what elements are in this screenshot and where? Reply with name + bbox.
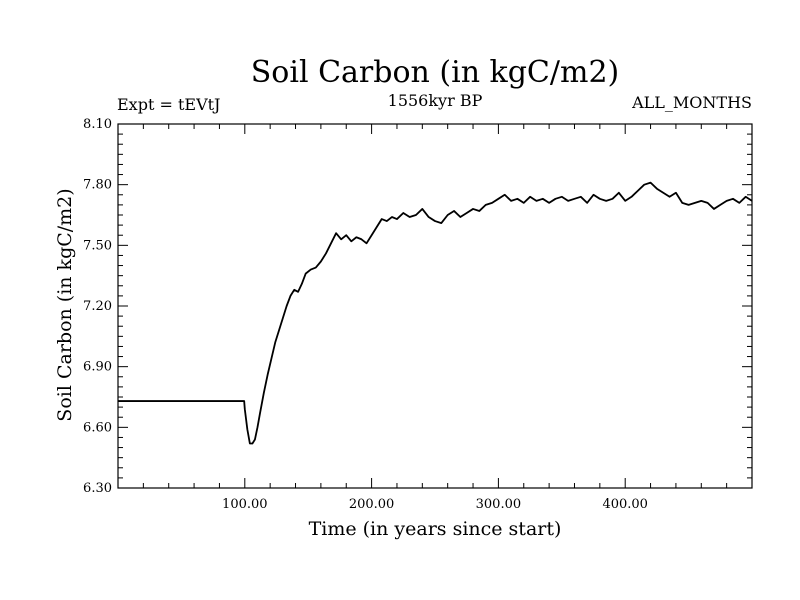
x-tick-label: 200.00 — [349, 497, 395, 512]
period-label: 1556kyr BP — [388, 91, 483, 110]
y-tick-label: 6.90 — [83, 360, 112, 375]
plot-frame — [117, 123, 753, 489]
x-tick-label: 400.00 — [602, 497, 648, 512]
y-tick-label: 8.10 — [83, 117, 112, 132]
series-line-soil-carbon — [118, 181, 753, 445]
x-axis-label: Time (in years since start) — [309, 518, 562, 540]
axis-ticks — [118, 124, 752, 488]
chart-title: Soil Carbon (in kgC/m2) — [251, 55, 619, 90]
y-tick-label: 7.50 — [83, 238, 112, 253]
y-tick-label: 6.30 — [83, 481, 112, 496]
y-axis-label: Soil Carbon (in kgC/m2) — [54, 188, 76, 421]
experiment-label: Expt = tEVtJ — [117, 95, 220, 114]
y-tick-label: 7.20 — [83, 299, 112, 314]
tick-labels: 100.00 200.00 300.00 400.00 6.30 6.60 6.90 7.20… — [83, 117, 648, 512]
y-tick-label: 7.80 — [83, 178, 112, 193]
months-label: ALL_MONTHS — [631, 93, 752, 112]
y-tick-label: 6.60 — [83, 420, 112, 435]
x-tick-label: 300.00 — [476, 497, 522, 512]
x-tick-label: 100.00 — [222, 497, 268, 512]
